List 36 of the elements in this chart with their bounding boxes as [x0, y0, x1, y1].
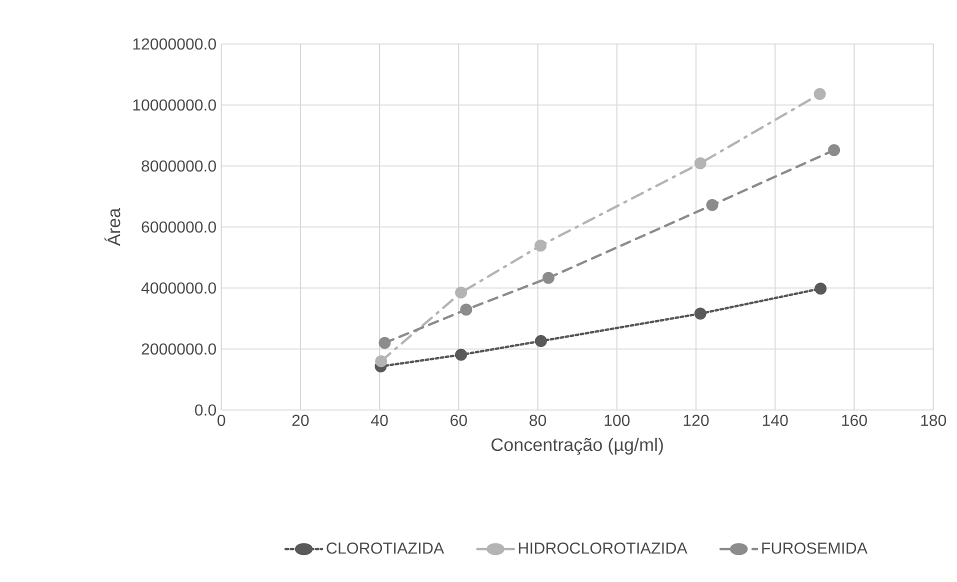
point [455, 286, 468, 299]
y-tick-label: 10000000.0 [133, 99, 216, 111]
point [460, 304, 472, 316]
x-axis-title: Concentração (µg/ml) [492, 438, 663, 455]
point [694, 157, 706, 170]
y-axis-title: Área [104, 208, 120, 246]
y-tick-label: 8000000.0 [142, 160, 216, 172]
x-tick-label: 20 [292, 414, 309, 426]
point [828, 144, 840, 156]
legend-label: HIDROCLOROTIAZIDA [518, 542, 688, 554]
legend-label: FUROSEMIDA [762, 542, 868, 554]
y-tick-label: 12000000.0 [133, 38, 216, 50]
y-tick-label: 2000000.0 [142, 343, 216, 355]
x-tick-label: 140 [762, 414, 788, 426]
point [534, 335, 547, 348]
point [706, 199, 718, 212]
x-tick-label: 160 [842, 414, 867, 426]
point [455, 348, 468, 361]
x-tick-label: 180 [921, 414, 946, 426]
x-tick-label: 120 [684, 414, 709, 426]
point [542, 272, 554, 284]
point [694, 308, 706, 320]
point [814, 282, 827, 295]
legend-label: CLOROTIAZIDA [326, 542, 444, 554]
point [378, 336, 391, 349]
x-tick-label: 80 [530, 414, 546, 426]
y-tick-label: 4000000.0 [141, 282, 216, 294]
point [534, 240, 547, 252]
x-tick-label: 40 [371, 414, 388, 426]
x-tick-label: 100 [604, 414, 630, 426]
point [375, 355, 388, 368]
y-tick-label: 0.0 [195, 404, 216, 416]
x-tick-label: 0 [218, 414, 226, 426]
y-tick-label: 6000000.0 [142, 221, 216, 233]
x-tick-label: 60 [450, 414, 467, 426]
point [814, 88, 826, 100]
